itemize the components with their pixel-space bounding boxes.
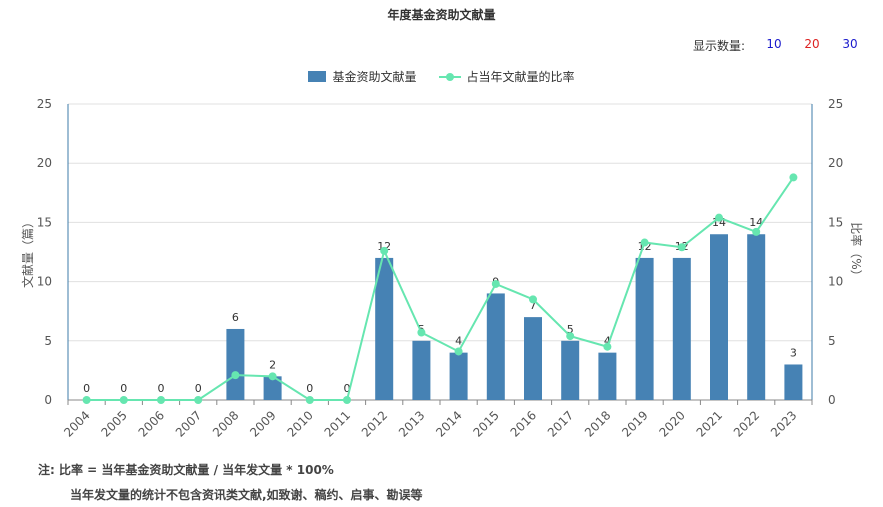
bar bbox=[635, 257, 654, 400]
bar-value-label: 6 bbox=[232, 311, 239, 324]
legend-line-swatch bbox=[438, 71, 461, 82]
bar-value-label: 14 bbox=[749, 216, 763, 229]
display-count-selector: 显示数量: 10 20 30 bbox=[693, 37, 869, 54]
ratio-point bbox=[454, 347, 463, 356]
ratio-line bbox=[86, 176, 795, 401]
x-tick-label: 2014 bbox=[433, 408, 464, 439]
legend-bar-label: 基金资助文献量 bbox=[332, 70, 417, 84]
bar-value-label: 0 bbox=[195, 382, 202, 395]
x-tick-label: 2020 bbox=[656, 408, 687, 439]
bar-value-label: 4 bbox=[604, 335, 611, 348]
y2-tick-label: 5 bbox=[828, 334, 836, 348]
ratio-point bbox=[380, 246, 389, 255]
bar-value-label: 3 bbox=[790, 346, 797, 359]
bar bbox=[747, 234, 766, 400]
bar bbox=[486, 293, 505, 400]
x-tick-label: 2012 bbox=[359, 408, 390, 439]
ratio-point bbox=[529, 295, 537, 304]
ratio-point bbox=[752, 227, 761, 236]
legend-line-label: 占当年文献量的比率 bbox=[466, 70, 575, 84]
x-tick-label: 2019 bbox=[619, 408, 650, 439]
x-tick-label: 2008 bbox=[210, 408, 241, 439]
bar bbox=[375, 257, 394, 400]
bar-value-label: 7 bbox=[530, 299, 537, 312]
bar bbox=[263, 376, 282, 400]
display-count-label: 显示数量: bbox=[692, 39, 745, 53]
x-tick-label: 2021 bbox=[694, 408, 725, 439]
y-tick-label: 5 bbox=[44, 334, 52, 348]
y2-tick-label: 0 bbox=[828, 393, 836, 407]
x-tick-label: 2016 bbox=[508, 408, 539, 439]
y-tick-label: 20 bbox=[37, 156, 52, 170]
ratio-point bbox=[789, 173, 798, 182]
bar bbox=[598, 352, 617, 400]
ratio-point bbox=[119, 396, 128, 404]
x-tick-label: 2007 bbox=[173, 408, 204, 439]
y-tick-label: 25 bbox=[37, 97, 52, 111]
x-tick-label: 2023 bbox=[768, 408, 799, 439]
chart-legend: 基金资助文献量 占当年文献量的比率 bbox=[0, 68, 883, 85]
bar-value-label: 0 bbox=[306, 382, 313, 395]
display-count-option-10[interactable]: 10 bbox=[766, 37, 782, 51]
x-tick-label: 2013 bbox=[396, 408, 427, 439]
ratio-point bbox=[305, 396, 314, 404]
bar bbox=[710, 234, 728, 400]
x-tick-label: 2005 bbox=[98, 408, 129, 439]
x-tick-label: 2010 bbox=[284, 408, 315, 439]
y2-tick-label: 20 bbox=[828, 156, 843, 170]
ratio-point bbox=[194, 396, 203, 404]
ratio-point bbox=[268, 372, 277, 381]
bar bbox=[672, 257, 691, 400]
ratio-point bbox=[715, 213, 723, 222]
bar-value-label: 0 bbox=[120, 382, 127, 395]
x-tick-label: 2015 bbox=[470, 408, 501, 439]
x-tick-label: 2011 bbox=[322, 408, 353, 439]
ratio-point bbox=[566, 332, 575, 341]
display-count-option-30[interactable]: 30 bbox=[842, 37, 858, 51]
bar-value-label: 0 bbox=[158, 382, 165, 395]
ratio-point bbox=[677, 243, 686, 252]
ratio-point bbox=[417, 328, 426, 337]
bar bbox=[784, 364, 803, 400]
y2-tick-label: 10 bbox=[828, 275, 843, 289]
ratio-point bbox=[491, 279, 500, 288]
y-tick-label: 15 bbox=[37, 215, 52, 229]
note-exclusion: 当年发文量的统计不包含资讯类文献,如致谢、稿约、启事、勘误等 bbox=[70, 488, 423, 502]
bar-value-label: 2 bbox=[269, 358, 276, 371]
bar-value-label: 5 bbox=[567, 323, 574, 336]
display-count-option-20[interactable]: 20 bbox=[804, 37, 820, 51]
bar bbox=[412, 340, 431, 400]
ratio-point bbox=[343, 396, 351, 404]
ratio-point bbox=[603, 342, 612, 351]
x-tick-label: 2022 bbox=[731, 408, 762, 439]
chart-title: 年度基金资助文献量 bbox=[387, 8, 496, 22]
y2-axis-title: 比率（%） bbox=[849, 222, 864, 281]
x-tick-label: 2006 bbox=[136, 408, 167, 439]
legend-item-line[interactable]: 占当年文献量的比率 bbox=[438, 68, 575, 85]
x-tick-label: 2009 bbox=[247, 408, 278, 439]
y2-tick-label: 25 bbox=[828, 97, 843, 111]
y2-tick-label: 15 bbox=[828, 215, 843, 229]
ratio-point bbox=[82, 396, 91, 404]
ratio-point bbox=[157, 396, 165, 404]
y-tick-label: 10 bbox=[37, 275, 52, 289]
x-tick-label: 2004 bbox=[61, 408, 92, 439]
x-tick-label: 2017 bbox=[545, 408, 576, 439]
legend-item-bar[interactable]: 基金资助文献量 bbox=[308, 68, 417, 85]
bar-value-label: 0 bbox=[83, 382, 90, 395]
x-tick-label: 2018 bbox=[582, 408, 613, 439]
bar-value-label: 4 bbox=[455, 335, 462, 348]
bar bbox=[449, 352, 468, 400]
bar bbox=[226, 328, 245, 400]
ratio-point bbox=[640, 238, 649, 247]
y-tick-label: 0 bbox=[44, 393, 52, 407]
bar bbox=[524, 317, 542, 400]
bar bbox=[561, 340, 580, 400]
ratio-point bbox=[231, 371, 240, 380]
y-axis-title: 文献量（篇） bbox=[20, 216, 35, 288]
legend-bar-swatch bbox=[308, 71, 327, 82]
note-formula: 注: 比率 = 当年基金资助文献量 / 当年发文量 * 100% bbox=[38, 463, 334, 477]
bar-value-label: 0 bbox=[344, 382, 351, 395]
